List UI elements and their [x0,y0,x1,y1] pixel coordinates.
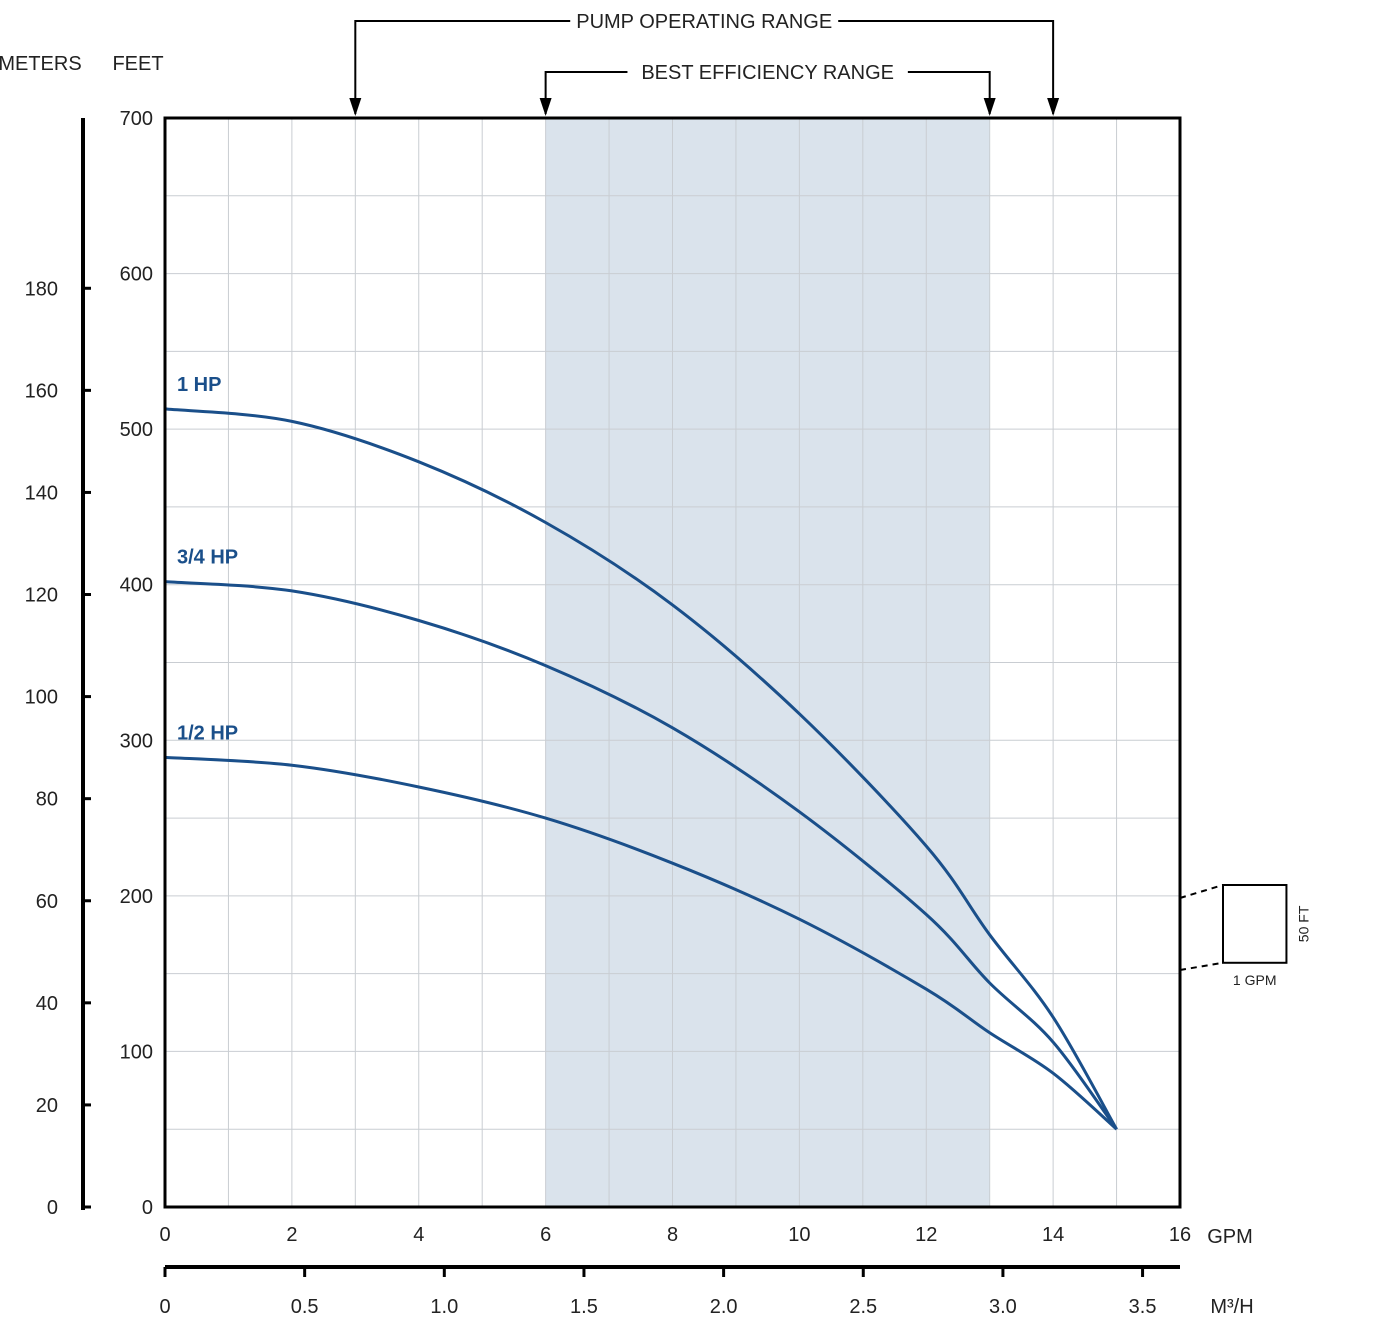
m3h-tick-label: 0.5 [291,1296,319,1318]
gpm-tick-label: 0 [159,1224,170,1246]
pump-operating-range-right-line [838,20,1055,114]
feet-tick-label: 300 [120,730,153,752]
m3h-tick-label: 0 [159,1296,170,1318]
gpm-tick-label: 4 [413,1224,424,1246]
m3h-tick-label: 2.5 [849,1296,877,1318]
pump-operating-range-label: PUMP OPERATING RANGE [576,11,832,33]
best-efficiency-range-right-arrow [983,98,996,116]
meters-tick-label: 20 [36,1095,58,1117]
curve-label-1-hp: 1 HP [177,374,221,396]
grid-lines [165,118,1180,1207]
scale-box-y-label: 50 FT [1295,905,1311,942]
meters-tick-label: 160 [25,380,58,402]
curve-3-4-hp [164,580,1118,1131]
gpm-axis-title: GPM [1207,1226,1253,1248]
scale-box-leader-top [1179,884,1224,899]
meters-tick-label: 60 [36,891,58,913]
m3h-tick-label: 3.0 [989,1296,1017,1318]
meters-tick-label: 180 [25,278,58,300]
meters-tick-label: 120 [25,585,58,607]
feet-tick-label: 700 [120,108,153,130]
meters-tick-label: 140 [25,482,58,504]
feet-axis-title: FEET [112,53,163,75]
curve-label-1-2-hp: 1/2 HP [177,722,238,744]
scale-box: 1 GPM 50 FT [1179,884,1311,988]
m3h-axis-title: M³/H [1210,1296,1253,1318]
pump-operating-range-left-line [354,20,571,114]
gpm-tick-label: 6 [540,1224,551,1246]
meters-axis-title: METERS [0,53,82,75]
feet-tick-label: 400 [120,575,153,597]
plot-frame [163,116,1182,1209]
gpm-tick-label: 12 [915,1224,937,1246]
m3h-tick-label: 2.0 [710,1296,738,1318]
meters-tick-label: 100 [25,687,58,709]
m3h-tick-label: 3.5 [1129,1296,1157,1318]
feet-tick-label: 200 [120,886,153,908]
feet-tick-label: 600 [120,264,153,286]
gpm-tick-label: 8 [667,1224,678,1246]
best-efficiency-range-right-line [907,71,991,114]
pump-operating-range-right-arrow [1047,98,1060,116]
curve-label-3-4-hp: 3/4 HP [177,547,238,569]
scale-box-rect [1222,884,1288,964]
range-annotations: PUMP OPERATING RANGE BEST EFFICIENCY RANG… [349,11,1060,116]
pump-operating-range-left-arrow [349,98,362,116]
gpm-tick-label: 10 [788,1224,810,1246]
curve-1-2-hp [164,755,1118,1131]
scale-box-x-label: 1 GPM [1233,972,1277,988]
m3h-tick-label: 1.0 [430,1296,458,1318]
scale-box-leader-bottom [1179,961,1224,971]
meters-tick-label: 80 [36,789,58,811]
best-efficiency-range-left-arrow [539,98,552,116]
feet-tick-label: 500 [120,419,153,441]
best-efficiency-range-left-line [544,71,628,114]
gpm-tick-label: 2 [286,1224,297,1246]
curve-1-hp [164,407,1118,1130]
gpm-tick-label: 14 [1042,1224,1064,1246]
meters-tick-label: 0 [47,1197,58,1219]
m3h-tick-label: 1.5 [570,1296,598,1318]
best-efficiency-range-label: BEST EFFICIENCY RANGE [641,62,894,84]
feet-tick-label: 100 [120,1041,153,1063]
curves: 1 HP 3/4 HP 1/2 HP [164,374,1118,1131]
feet-tick-label: 0 [142,1197,153,1219]
axes: METERS020406080100120140160180FEET010020… [0,53,1254,1318]
gpm-tick-label: 16 [1169,1224,1191,1246]
meters-tick-label: 40 [36,993,58,1015]
